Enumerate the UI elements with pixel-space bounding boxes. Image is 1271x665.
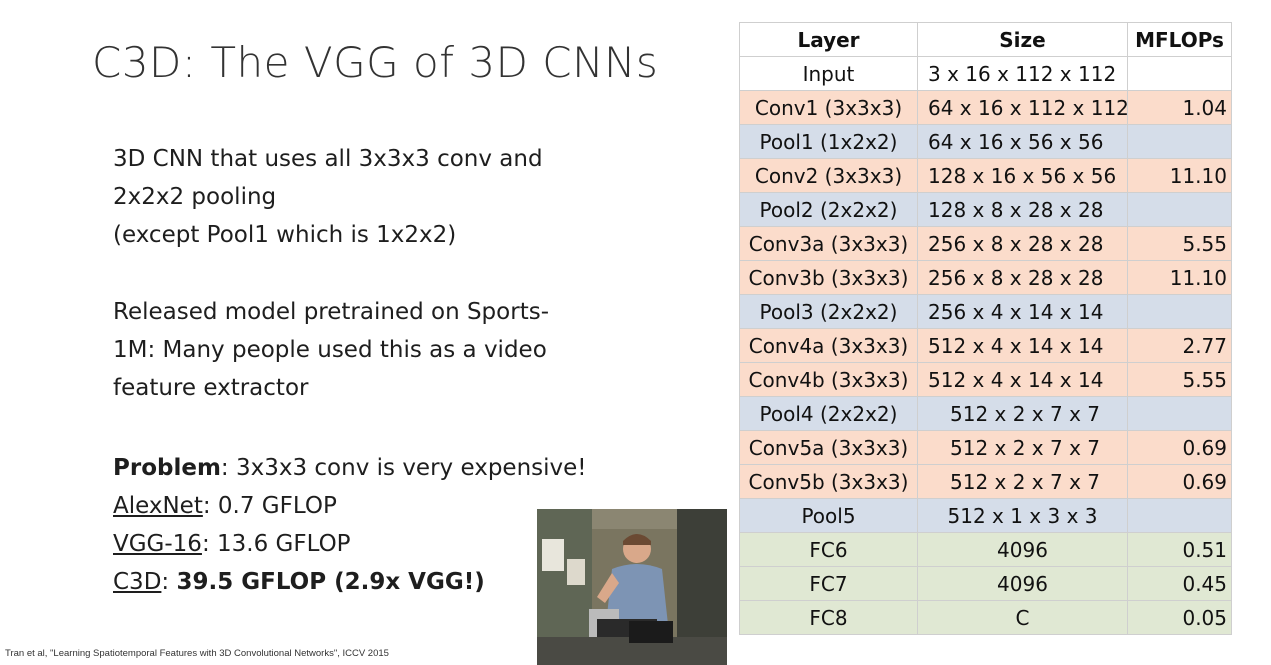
description-line: (except Pool1 which is 1x2x2) <box>113 222 457 248</box>
problem-paragraph: Problem: 3x3x3 conv is very expensive! A… <box>113 449 587 601</box>
cell-layer: FC8 <box>739 600 918 635</box>
table-row: Pool5 512 x 1 x 3 x 3 <box>739 498 1232 533</box>
cell-layer: Conv5a (3x3x3) <box>739 430 918 465</box>
cell-mflops <box>1127 396 1232 431</box>
cell-layer: Conv3a (3x3x3) <box>739 226 918 261</box>
cell-layer: Conv4a (3x3x3) <box>739 328 918 363</box>
pretrained-line: feature extractor <box>113 375 309 401</box>
cell-mflops <box>1127 124 1232 159</box>
table-row: FC7 4096 0.45 <box>739 566 1232 601</box>
problem-line: Problem: 3x3x3 conv is very expensive! <box>113 449 587 487</box>
header-mflops: MFLOPs <box>1127 22 1232 57</box>
alexnet-value: : 0.7 GFLOP <box>202 493 337 519</box>
cell-size: C <box>917 600 1128 635</box>
vgg-value: : 13.6 GFLOP <box>201 531 351 557</box>
cell-size: 512 x 4 x 14 x 14 <box>917 362 1128 397</box>
cell-layer: Input <box>739 56 918 91</box>
table-row: Conv4a (3x3x3) 512 x 4 x 14 x 14 2.77 <box>739 328 1232 363</box>
cell-size: 512 x 4 x 14 x 14 <box>917 328 1128 363</box>
table-row: Conv3a (3x3x3) 256 x 8 x 28 x 28 5.55 <box>739 226 1232 261</box>
cell-size: 128 x 8 x 28 x 28 <box>917 192 1128 227</box>
cell-layer: Conv1 (3x3x3) <box>739 90 918 125</box>
cell-mflops: 0.51 <box>1127 532 1232 567</box>
table-row: FC6 4096 0.51 <box>739 532 1232 567</box>
table-row: Pool3 (2x2x2) 256 x 4 x 14 x 14 <box>739 294 1232 329</box>
cell-mflops: 11.10 <box>1127 260 1232 295</box>
cell-size: 3 x 16 x 112 x 112 <box>917 56 1128 91</box>
cell-size: 64 x 16 x 112 x 112 <box>917 90 1128 125</box>
cell-mflops <box>1127 56 1232 91</box>
problem-text: : 3x3x3 conv is very expensive! <box>220 455 587 481</box>
speaker-video <box>537 509 727 665</box>
table-row: FC8 C 0.05 <box>739 600 1232 635</box>
table-row: Pool1 (1x2x2) 64 x 16 x 56 x 56 <box>739 124 1232 159</box>
table-row: Conv3b (3x3x3) 256 x 8 x 28 x 28 11.10 <box>739 260 1232 295</box>
cell-size: 512 x 2 x 7 x 7 <box>917 430 1128 465</box>
slide-title: C3D: The VGG of 3D CNNs <box>92 38 659 87</box>
table-row: Conv2 (3x3x3) 128 x 16 x 56 x 56 11.10 <box>739 158 1232 193</box>
cell-size: 4096 <box>917 566 1128 601</box>
cell-size: 128 x 16 x 56 x 56 <box>917 158 1128 193</box>
table-row: Pool4 (2x2x2) 512 x 2 x 7 x 7 <box>739 396 1232 431</box>
cell-layer: Pool4 (2x2x2) <box>739 396 918 431</box>
cell-mflops <box>1127 192 1232 227</box>
cell-layer: Conv5b (3x3x3) <box>739 464 918 499</box>
cell-size: 512 x 2 x 7 x 7 <box>917 464 1128 499</box>
cell-mflops: 5.55 <box>1127 362 1232 397</box>
cell-size: 4096 <box>917 532 1128 567</box>
table-row: Conv1 (3x3x3) 64 x 16 x 112 x 112 1.04 <box>739 90 1232 125</box>
vgg-line: VGG-16: 13.6 GFLOP <box>113 525 587 563</box>
description-line: 3D CNN that uses all 3x3x3 conv and <box>113 146 543 172</box>
alexnet-line: AlexNet: 0.7 GFLOP <box>113 487 587 525</box>
cell-layer: Conv4b (3x3x3) <box>739 362 918 397</box>
cell-mflops: 11.10 <box>1127 158 1232 193</box>
table-row: Conv4b (3x3x3) 512 x 4 x 14 x 14 5.55 <box>739 362 1232 397</box>
description-line: 2x2x2 pooling <box>113 184 277 210</box>
cell-size: 256 x 4 x 14 x 14 <box>917 294 1128 329</box>
table-row: Input 3 x 16 x 112 x 112 <box>739 56 1232 91</box>
pretrained-paragraph: Released model pretrained on Sports- 1M:… <box>113 293 549 407</box>
table-row: Conv5b (3x3x3) 512 x 2 x 7 x 7 0.69 <box>739 464 1232 499</box>
cell-size: 64 x 16 x 56 x 56 <box>917 124 1128 159</box>
cell-mflops: 0.05 <box>1127 600 1232 635</box>
cell-mflops <box>1127 294 1232 329</box>
table-row: Conv5a (3x3x3) 512 x 2 x 7 x 7 0.69 <box>739 430 1232 465</box>
header-size: Size <box>917 22 1128 57</box>
table-header-row: Layer Size MFLOPs <box>739 22 1232 57</box>
cell-size: 512 x 2 x 7 x 7 <box>917 396 1128 431</box>
c3d-sep: : <box>161 569 177 595</box>
cell-layer: Conv2 (3x3x3) <box>739 158 918 193</box>
vgg-link[interactable]: VGG-16 <box>113 531 202 557</box>
cell-layer: Pool5 <box>739 498 918 533</box>
cell-layer: Pool2 (2x2x2) <box>739 192 918 227</box>
cell-size: 512 x 1 x 3 x 3 <box>917 498 1128 533</box>
citation: Tran et al, "Learning Spatiotemporal Fea… <box>5 648 389 659</box>
layer-table: Layer Size MFLOPs Input 3 x 16 x 112 x 11… <box>739 22 1232 635</box>
cell-size: 256 x 8 x 28 x 28 <box>917 226 1128 261</box>
alexnet-link[interactable]: AlexNet <box>113 493 203 519</box>
c3d-link[interactable]: C3D <box>113 569 162 595</box>
cell-size: 256 x 8 x 28 x 28 <box>917 260 1128 295</box>
cell-mflops: 0.69 <box>1127 464 1232 499</box>
problem-label: Problem <box>113 455 221 481</box>
cell-layer: Conv3b (3x3x3) <box>739 260 918 295</box>
header-layer: Layer <box>739 22 918 57</box>
cell-mflops: 1.04 <box>1127 90 1232 125</box>
c3d-value: 39.5 GFLOP (2.9x VGG!) <box>176 569 485 595</box>
cell-layer: Pool1 (1x2x2) <box>739 124 918 159</box>
description-paragraph: 3D CNN that uses all 3x3x3 conv and 2x2x… <box>113 140 543 254</box>
cell-mflops: 5.55 <box>1127 226 1232 261</box>
cell-mflops: 0.69 <box>1127 430 1232 465</box>
speaker-video-image <box>537 509 727 665</box>
c3d-line: C3D: 39.5 GFLOP (2.9x VGG!) <box>113 563 587 601</box>
table-row: Pool2 (2x2x2) 128 x 8 x 28 x 28 <box>739 192 1232 227</box>
cell-layer: Pool3 (2x2x2) <box>739 294 918 329</box>
cell-mflops <box>1127 498 1232 533</box>
cell-layer: FC7 <box>739 566 918 601</box>
cell-mflops: 0.45 <box>1127 566 1232 601</box>
cell-layer: FC6 <box>739 532 918 567</box>
pretrained-line: 1M: Many people used this as a video <box>113 337 547 363</box>
cell-mflops: 2.77 <box>1127 328 1232 363</box>
pretrained-line: Released model pretrained on Sports- <box>113 299 549 325</box>
